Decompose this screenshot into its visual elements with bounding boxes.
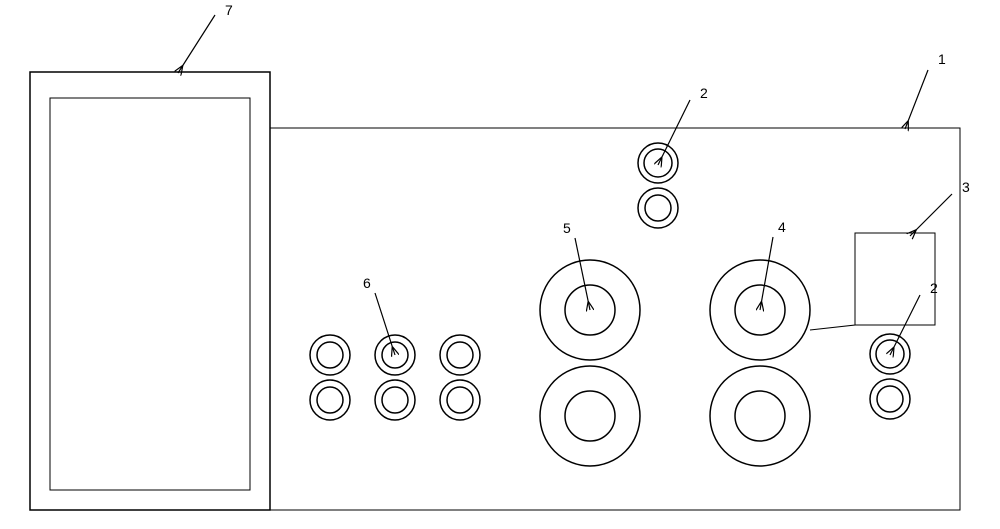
rollers-big (540, 260, 810, 466)
cabinet-inner (50, 98, 250, 490)
rollers-small-right (870, 334, 910, 419)
rollers-small-top (638, 143, 678, 228)
label-6: 6 (363, 275, 371, 291)
roller (310, 335, 350, 375)
label-2b: 2 (930, 280, 938, 296)
label-4: 4 (778, 219, 786, 235)
rollers-small-left (310, 335, 480, 420)
label-5: 5 (563, 220, 571, 236)
roller (375, 380, 415, 420)
labels: 1 2 2 3 4 5 6 7 (178, 2, 970, 355)
cutter-box (855, 233, 935, 325)
roller (440, 380, 480, 420)
label-leader (760, 237, 773, 310)
label-1: 1 (938, 51, 946, 67)
roller (440, 335, 480, 375)
roller (310, 380, 350, 420)
roller (638, 143, 678, 183)
cabinet-outer (30, 72, 270, 510)
label-3: 3 (962, 179, 970, 195)
label-leader (658, 100, 690, 165)
label-leader (575, 238, 590, 310)
label-leader (905, 70, 928, 129)
diagram-canvas: 1 2 2 3 4 5 6 7 (0, 0, 1000, 529)
label-leader (178, 15, 215, 73)
label-leader (910, 194, 952, 236)
label-2a: 2 (700, 85, 708, 101)
roller (540, 366, 640, 466)
label-7: 7 (225, 2, 233, 18)
roller (638, 188, 678, 228)
machine-body (270, 128, 960, 510)
cutter-notch (810, 233, 855, 330)
roller (710, 366, 810, 466)
roller (870, 379, 910, 419)
